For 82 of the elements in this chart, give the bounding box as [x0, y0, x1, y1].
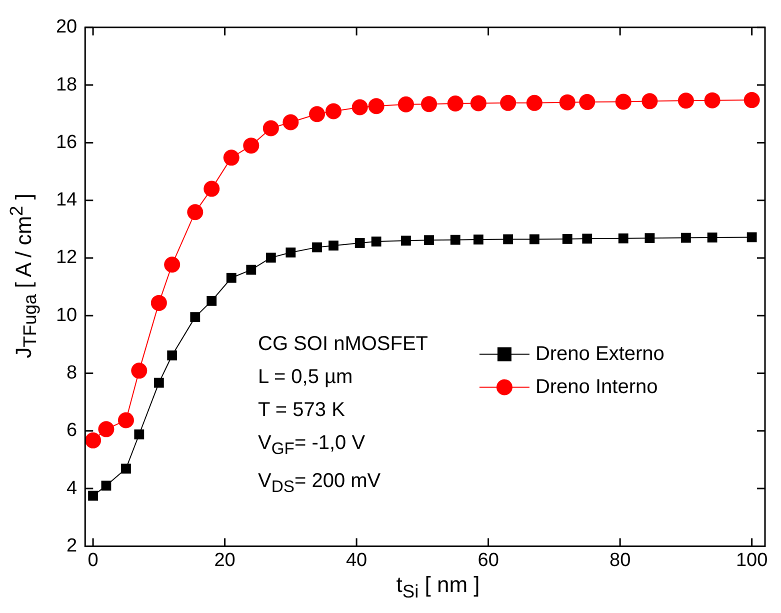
point — [204, 180, 220, 197]
annotation: CG SOI nMOSFET — [258, 332, 428, 357]
point — [559, 94, 576, 110]
point — [243, 138, 260, 154]
annotation: V$_{GF}$= -1,0 V — [258, 431, 366, 460]
point — [134, 429, 144, 440]
x-tick-label: 0 — [88, 550, 98, 571]
point — [266, 252, 276, 263]
point — [450, 234, 460, 245]
y-tick-label: 16 — [56, 132, 78, 153]
point — [473, 234, 484, 244]
point — [526, 94, 542, 111]
x-tick-label: 40 — [346, 550, 368, 571]
point — [424, 235, 434, 246]
x-tick-label: 20 — [214, 550, 236, 571]
point — [470, 95, 486, 112]
point — [704, 92, 720, 108]
point — [447, 95, 464, 112]
point — [744, 92, 760, 108]
legend-label: Dreno Externo — [535, 342, 664, 365]
point — [246, 264, 256, 275]
point — [131, 362, 148, 379]
point — [312, 242, 322, 252]
point — [398, 96, 414, 112]
point — [680, 232, 691, 243]
annotation: V$_{DS}$= 200 mV — [258, 469, 382, 498]
annotation: L = 0,5 µm — [258, 365, 354, 390]
point — [85, 432, 102, 448]
point — [226, 272, 236, 283]
point — [642, 93, 658, 110]
point — [644, 233, 655, 244]
point — [678, 92, 694, 109]
y-tick-label: 2 — [66, 535, 78, 556]
point — [368, 98, 384, 114]
point — [325, 103, 342, 120]
point — [190, 312, 200, 322]
y-tick-label: 4 — [66, 478, 78, 499]
point — [262, 120, 279, 136]
point — [615, 94, 632, 110]
point — [206, 296, 217, 306]
x-tick-label: 60 — [478, 550, 499, 571]
point — [371, 236, 382, 246]
legend-label: Dreno Interno — [535, 376, 658, 398]
point — [118, 412, 134, 428]
point — [562, 234, 572, 244]
point — [421, 96, 438, 112]
y-tick-label: 18 — [56, 74, 78, 96]
point — [354, 238, 365, 248]
point — [328, 240, 338, 251]
y-tick-label: 10 — [56, 304, 78, 326]
point — [98, 421, 114, 438]
point — [282, 114, 299, 130]
point — [167, 350, 178, 360]
point — [150, 294, 167, 311]
point — [401, 236, 411, 246]
point — [582, 234, 592, 244]
point — [88, 490, 98, 501]
y-tick-label: 12 — [56, 247, 78, 268]
point — [121, 464, 131, 474]
point — [529, 234, 540, 244]
point — [223, 150, 240, 166]
point — [286, 248, 296, 258]
point — [618, 233, 628, 244]
y-tick-label: 6 — [66, 420, 78, 442]
x-tick-label: 100 — [736, 550, 768, 571]
point — [746, 232, 757, 242]
point — [579, 94, 596, 110]
point — [164, 256, 180, 273]
y-tick-label: 8 — [66, 362, 78, 384]
annotation: T = 573 K — [258, 398, 346, 423]
point — [101, 480, 112, 491]
point — [187, 204, 204, 220]
point — [309, 106, 326, 122]
y-tick-label: 20 — [56, 16, 78, 38]
point — [352, 99, 368, 116]
point — [707, 232, 718, 242]
y-tick-label: 14 — [56, 190, 78, 211]
x-tick-label: 80 — [609, 550, 631, 571]
point — [500, 94, 516, 111]
x-axis-title: t$_{Si}$ [ nm ] — [395, 570, 481, 603]
point — [154, 378, 164, 388]
point — [503, 234, 514, 244]
